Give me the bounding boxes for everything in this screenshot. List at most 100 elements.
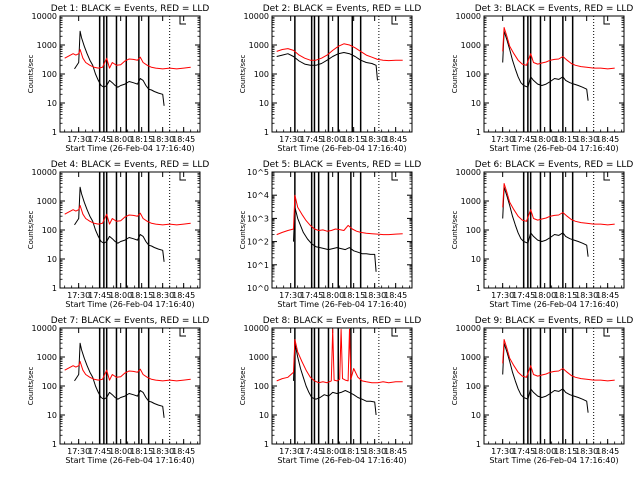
y-axis-label: Counts/sec (451, 211, 459, 250)
x-tick-label: 18:30 (363, 291, 386, 300)
x-tick-label: 17:45 (300, 291, 323, 300)
x-tick-label: 17:45 (512, 135, 535, 144)
y-tick-label: 10 (47, 255, 57, 264)
x-tick-label: 18:00 (533, 135, 556, 144)
x-tick-label: 18:15 (554, 447, 577, 456)
x-tick-label: 17:30 (67, 291, 90, 300)
panel-title: Det 2: BLACK = Events, RED = LLD (263, 4, 422, 14)
x-tick-label: 18:45 (384, 447, 407, 456)
x-axis-label: Start Time (26-Feb-04 17:16:40) (277, 300, 406, 309)
x-tick-label: 18:00 (321, 135, 344, 144)
corner-bracket-mark (179, 328, 186, 337)
x-axis-label: Start Time (26-Feb-04 17:16:40) (65, 300, 194, 309)
x-tick-label: 18:45 (596, 135, 619, 144)
x-axis-label: Start Time (26-Feb-04 17:16:40) (65, 144, 194, 153)
x-tick-label: 17:45 (300, 447, 323, 456)
x-axis-label: Start Time (26-Feb-04 17:16:40) (65, 456, 194, 465)
panel-det-8: Det 8: BLACK = Events, RED = LLD 1 10 100 10… (239, 316, 421, 465)
lld-series-line (502, 339, 615, 382)
x-tick-label: 18:00 (321, 447, 344, 456)
x-axis-label: Start Time (26-Feb-04 17:16:40) (277, 144, 406, 153)
x-tick-label: 18:45 (172, 447, 195, 456)
x-tick-label: 18:45 (596, 291, 619, 300)
y-tick-label: 1000 (37, 197, 57, 206)
plot-area (64, 328, 191, 444)
x-tick-label: 17:45 (88, 135, 111, 144)
x-tick-label: 18:30 (151, 447, 174, 456)
x-tick-label: 18:30 (363, 135, 386, 144)
x-tick-label: 17:45 (88, 447, 111, 456)
lld-series-line (64, 361, 191, 382)
y-axis-label: Counts/sec (239, 55, 247, 94)
panel-det-7: Det 7: BLACK = Events, RED = LLD 1 10 100 10… (27, 316, 209, 465)
lld-series-line (276, 194, 403, 236)
y-tick-label: 10000 (32, 168, 57, 177)
panel-title: Det 4: BLACK = Events, RED = LLD (51, 160, 210, 170)
x-tick-label: 18:15 (342, 447, 365, 456)
y-tick-label: 10000 (456, 168, 481, 177)
x-tick-label: 18:30 (151, 135, 174, 144)
x-tick-label: 18:00 (109, 447, 132, 456)
x-tick-label: 18:30 (151, 291, 174, 300)
panel-det-6: Det 6: BLACK = Events, RED = LLD 1 10 100 10… (451, 160, 633, 309)
y-tick-label: 1 (264, 440, 269, 449)
x-tick-label: 18:30 (575, 291, 598, 300)
plot-area (502, 172, 615, 288)
x-tick-label: 18:00 (321, 291, 344, 300)
plot-area (502, 16, 615, 132)
events-series-line (502, 186, 589, 257)
y-tick-label: 100 (42, 382, 57, 391)
x-tick-label: 18:30 (363, 447, 386, 456)
y-tick-label: 1000 (249, 41, 269, 50)
y-axis-label: Counts/sec (27, 55, 35, 94)
x-tick-label: 17:30 (491, 135, 514, 144)
corner-bracket-mark (179, 172, 186, 181)
x-axis-label: Start Time (26-Feb-04 17:16:40) (277, 456, 406, 465)
y-tick-label: 1 (476, 284, 481, 293)
events-series-line (74, 342, 165, 418)
x-tick-label: 18:15 (130, 135, 153, 144)
corner-bracket-mark (391, 16, 398, 25)
x-tick-label: 18:00 (533, 291, 556, 300)
x-tick-label: 17:45 (512, 447, 535, 456)
panel-det-2: Det 2: BLACK = Events, RED = LLD 1 10 100 10… (239, 4, 421, 153)
plot-frame (271, 171, 413, 289)
y-axis-label: Counts/sec (239, 211, 247, 250)
panel-title: Det 9: BLACK = Events, RED = LLD (475, 316, 634, 326)
y-tick-label: 10^2 (247, 238, 269, 247)
panel-title: Det 8: BLACK = Events, RED = LLD (263, 316, 422, 326)
events-series-line (74, 30, 165, 106)
y-tick-label: 10000 (244, 12, 269, 21)
corner-bracket-mark (603, 172, 610, 181)
events-series-line (276, 52, 378, 81)
events-series-line (502, 342, 589, 413)
y-tick-label: 100 (42, 226, 57, 235)
panel-det-5: Det 5: BLACK = Events, RED = LLD 10^0 10^1… (239, 160, 421, 309)
y-tick-label: 100 (254, 70, 269, 79)
x-tick-label: 18:15 (130, 447, 153, 456)
y-tick-label: 10 (259, 99, 269, 108)
y-tick-label: 10 (47, 411, 57, 420)
plot-area (64, 16, 191, 132)
y-tick-label: 10000 (32, 324, 57, 333)
y-tick-label: 10000 (32, 12, 57, 21)
y-tick-label: 1000 (461, 197, 481, 206)
y-tick-label: 1 (52, 284, 57, 293)
panel-det-4: Det 4: BLACK = Events, RED = LLD 1 10 100 10… (27, 160, 209, 309)
y-tick-label: 100 (466, 382, 481, 391)
plot-area (64, 172, 191, 288)
x-tick-label: 17:45 (88, 291, 111, 300)
lld-series-line (64, 49, 191, 70)
panel-det-1: Det 1: BLACK = Events, RED = LLD 1 10 100 10… (27, 4, 209, 153)
y-tick-label: 1000 (461, 41, 481, 50)
events-series-line (293, 342, 377, 416)
y-tick-label: 100 (466, 226, 481, 235)
x-tick-label: 18:00 (109, 291, 132, 300)
y-tick-label: 10 (259, 411, 269, 420)
panel-title: Det 3: BLACK = Events, RED = LLD (475, 4, 634, 14)
corner-bracket-mark (391, 328, 398, 337)
x-tick-label: 18:15 (130, 291, 153, 300)
y-tick-label: 10^0 (247, 284, 269, 293)
x-tick-label: 18:15 (554, 135, 577, 144)
